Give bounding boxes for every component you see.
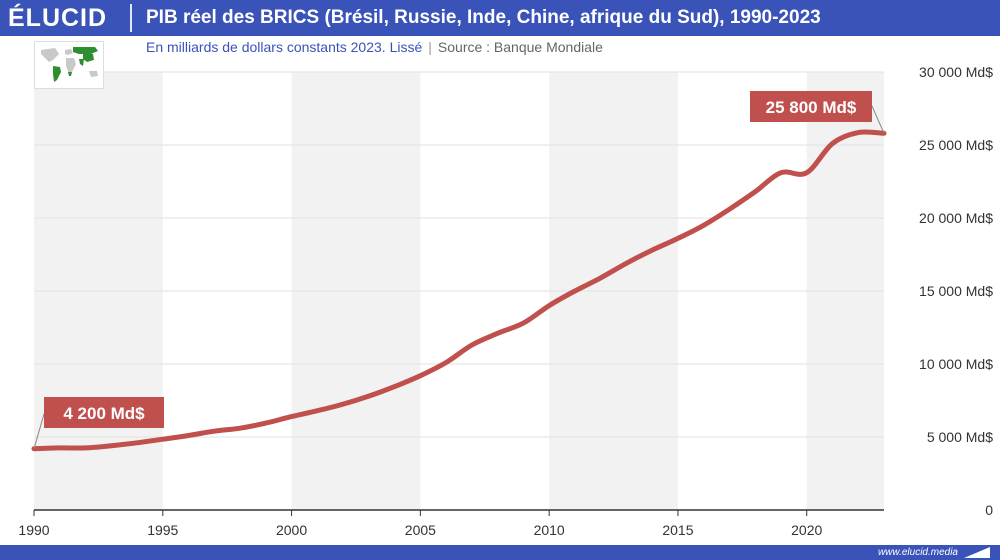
y-tick-label: 10 000 Md$ — [919, 356, 993, 372]
x-axis-ticks: 1990 1995 2000 2005 2010 2015 2020 — [18, 510, 823, 538]
annotation-start-label: 4 200 Md$ — [63, 404, 145, 423]
subtitle-separator: | — [428, 39, 432, 55]
x-tick-label: 2000 — [276, 522, 307, 538]
x-tick-label: 2010 — [534, 522, 565, 538]
x-tick-label: 1995 — [147, 522, 178, 538]
y-tick-label: 20 000 Md$ — [919, 210, 993, 226]
y-tick-label: 0 — [985, 502, 993, 518]
y-tick-label: 25 000 Md$ — [919, 137, 993, 153]
y-tick-label: 30 000 Md$ — [919, 64, 993, 80]
x-tick-label: 2005 — [405, 522, 436, 538]
chart-title: PIB réel des BRICS (Brésil, Russie, Inde… — [146, 7, 821, 28]
footer-logo-icon — [964, 547, 990, 558]
annotations: 4 200 Md$ 25 800 Md$ — [33, 91, 885, 449]
chart-subtitle: En milliards de dollars constants 2023. … — [146, 39, 603, 55]
annotation-end-box — [750, 91, 872, 122]
subtitle-source: Source : Banque Mondiale — [437, 39, 603, 55]
series-line — [31, 129, 887, 452]
x-tick-label: 2020 — [791, 522, 822, 538]
x-tick-label: 2015 — [662, 522, 693, 538]
annotation-start-box — [44, 397, 164, 428]
y-axis-ticks: 0 5 000 Md$ 10 000 Md$ 15 000 Md$ 20 000 Md$… — [919, 64, 993, 518]
line-chart: 1990 1995 2000 2005 2010 2015 2020 0 5 000 Md$ 1… — [18, 64, 993, 538]
header-divider — [130, 4, 132, 32]
y-tick-label: 5 000 Md$ — [927, 429, 993, 445]
annotation-end-label: 25 800 Md$ — [766, 98, 857, 117]
annotation-leader — [871, 105, 885, 134]
brand-logo: ÉLUCID — [8, 4, 108, 32]
annotation-leader — [33, 413, 45, 449]
footer-site: www.elucid.media — [877, 547, 958, 558]
world-map-brics-highlighted-icon — [34, 41, 104, 89]
y-tick-label: 15 000 Md$ — [919, 283, 993, 299]
footer-bar: www.elucid.media — [0, 545, 1000, 560]
x-tick-label: 1990 — [18, 522, 49, 538]
header-bar: ÉLUCID PIB réel des BRICS (Brésil, Russi… — [0, 0, 1000, 36]
subtitle-unit: En milliards de dollars constants 2023. … — [146, 39, 423, 55]
series-group — [31, 129, 887, 452]
